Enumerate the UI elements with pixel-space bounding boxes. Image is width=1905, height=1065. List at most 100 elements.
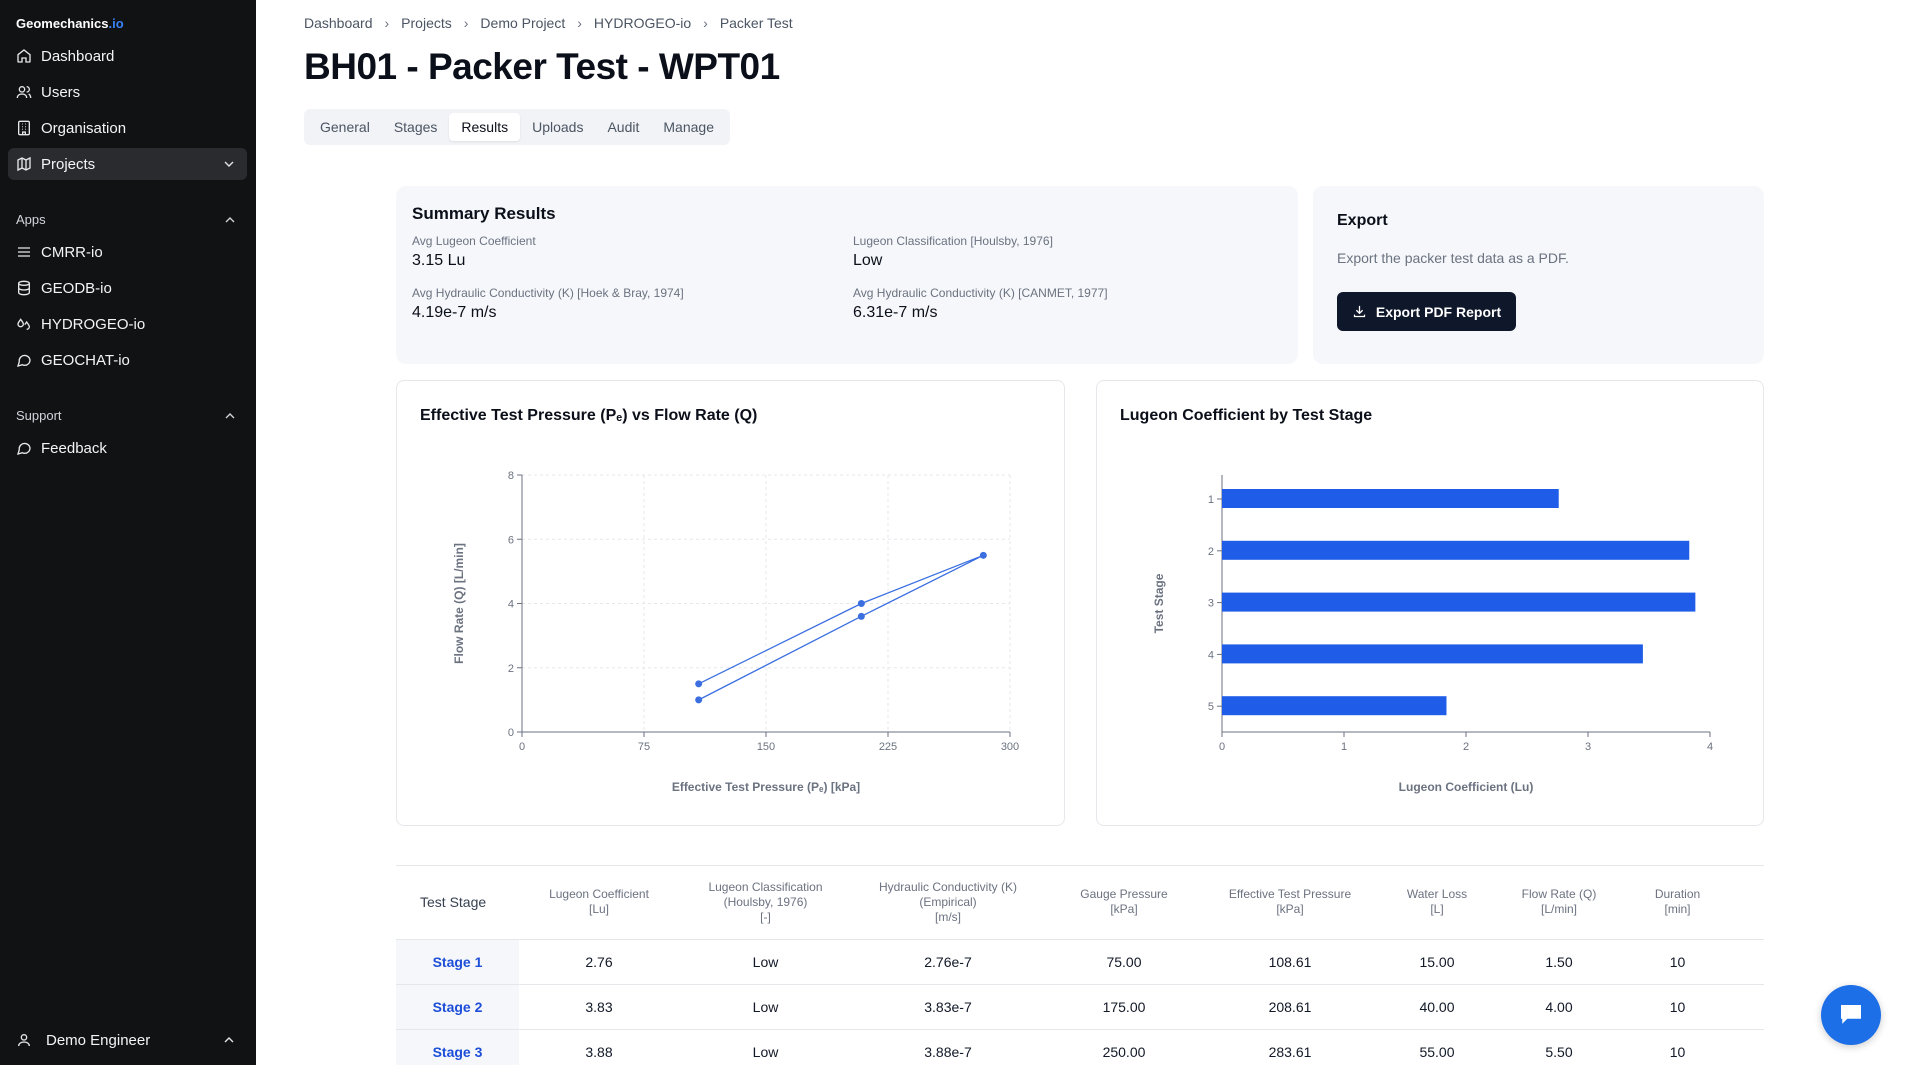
summary-card: Summary Results Avg Lugeon Coefficient 3…: [396, 186, 1298, 364]
chat-launcher-button[interactable]: [1821, 985, 1881, 1045]
export-card: Export Export the packer test data as a …: [1313, 186, 1764, 364]
tab-general[interactable]: General: [320, 119, 370, 135]
table-cell: Low: [679, 1029, 852, 1065]
breadcrumb-demo-project[interactable]: Demo Project: [480, 15, 566, 31]
y-tick-label: 0: [508, 727, 514, 739]
chat-icon: [16, 352, 32, 368]
table-header-text: Duration: [1654, 887, 1701, 902]
chevron-right-icon: ›: [703, 15, 708, 31]
chevron-up-icon[interactable]: [222, 212, 238, 228]
table-header-cell: Duration [min]: [1620, 866, 1735, 940]
export-pdf-button[interactable]: Export PDF Report: [1337, 292, 1516, 331]
tab-uploads[interactable]: Uploads: [532, 119, 584, 135]
pressure-flow-chart-card: Effective Test Pressure (Pₑ) vs Flow Rat…: [396, 380, 1065, 826]
chart-title: Lugeon Coefficient by Test Stage: [1120, 407, 1373, 424]
chevron-up-icon[interactable]: [222, 408, 238, 424]
sidebar-item-feedback[interactable]: Feedback: [8, 432, 247, 464]
table-header-text: Gauge Pressure: [1080, 887, 1168, 902]
table-header-text: Hydraulic Conductivity (K): [878, 879, 1018, 894]
breadcrumb-dashboard[interactable]: Dashboard: [304, 15, 373, 31]
x-tick-label: 75: [638, 741, 650, 753]
sidebar-item-label: HYDROGEO-io: [41, 315, 146, 333]
y-tick-label: 3: [1208, 598, 1214, 610]
stage-link[interactable]: Stage 1: [432, 953, 483, 970]
table-cell: 208.61: [1204, 984, 1376, 1030]
table-header-cell: Effective Test Pressure [kPa]: [1204, 866, 1376, 940]
bar-stage-5: [1222, 696, 1447, 716]
stage-link[interactable]: Stage 2: [432, 998, 483, 1015]
sidebar-item-dashboard[interactable]: Dashboard: [8, 40, 247, 72]
home-icon: [16, 48, 32, 64]
tab-manage[interactable]: Manage: [663, 119, 714, 135]
chart-title: Effective Test Pressure (Pₑ) vs Flow Rat…: [420, 407, 758, 424]
table-header-text: [kPa]: [1110, 902, 1138, 917]
avg-lugeon-value: 3.15 Lu: [412, 252, 466, 269]
sidebar-item-geodb[interactable]: GEODB-io: [8, 272, 247, 304]
building-icon: [16, 120, 32, 136]
breadcrumb-hydrogeo[interactable]: HYDROGEO-io: [593, 15, 692, 31]
user-name: Demo Engineer: [46, 1031, 151, 1049]
table-cell: Low: [679, 984, 852, 1030]
table-header-text: V: [1735, 895, 1764, 910]
breadcrumb-projects[interactable]: Projects: [401, 15, 452, 31]
chevron-down-icon[interactable]: [221, 156, 237, 172]
table-cell: 175.00: [1044, 984, 1204, 1030]
table-cell: 75.00: [1044, 939, 1204, 985]
stage-link[interactable]: Stage 3: [432, 1043, 483, 1060]
table-cell: 3.88: [519, 1029, 679, 1065]
brand-logo[interactable]: Geomechanics.io: [16, 16, 124, 31]
sidebar-item-projects[interactable]: Projects: [8, 148, 247, 180]
users-icon: [16, 84, 32, 100]
chevron-up-icon[interactable]: [221, 1032, 237, 1048]
sidebar-item-cmrr[interactable]: CMRR-io: [8, 236, 247, 268]
pressure-flow-chart: 0 75 150 225 300 0 2 4 6 8 Effective Test Pressure…: [452, 470, 1019, 794]
x-axis-title: Effective Test Pressure (Pₑ) [kPa]: [672, 780, 860, 794]
tab-bar: General Stages Results Uploads Audit Man…: [304, 109, 730, 145]
sidebar-item-users[interactable]: Users: [8, 76, 247, 108]
bar-stage-1: [1222, 489, 1559, 508]
table-cell: 10: [1620, 939, 1735, 985]
x-tick-label: 0: [519, 741, 525, 753]
table-header-text: [-]: [760, 909, 771, 924]
chat-bubble-icon: [1841, 1005, 1861, 1024]
table-cell: 10: [1620, 984, 1735, 1030]
table-header-cell: Lugeon Classification (Houlsby, 1976) [-]: [679, 866, 852, 940]
data-point: [695, 696, 703, 704]
table-header-text: (Houlsby, 1976): [723, 894, 808, 909]
breadcrumb: Dashboard › Projects › Demo Project › HYDRO…: [304, 15, 793, 31]
bar-stage-3: [1222, 592, 1696, 612]
sidebar-item-hydrogeo[interactable]: HYDROGEO-io: [8, 308, 247, 340]
table-header-text: Lugeon Classification: [708, 879, 823, 894]
table-header-row: Test Stage Lugeon Coefficient [Lu] Lugeon C…: [396, 866, 1764, 940]
y-tick-label: 5: [1208, 701, 1214, 713]
table-cell: 283.61: [1204, 1029, 1376, 1065]
lugeon-class-value: Low: [853, 252, 883, 269]
table-header-text: [min]: [1664, 902, 1691, 917]
user-menu[interactable]: Demo Engineer: [8, 1024, 247, 1056]
table-cell: Stage 2: [396, 984, 519, 1030]
table-header-text: [L]: [1430, 902, 1444, 917]
export-button-label: Export PDF Report: [1375, 303, 1502, 320]
tab-stages[interactable]: Stages: [393, 119, 438, 135]
brand-main-text: Geomechanics: [16, 16, 109, 31]
database-icon: [16, 280, 32, 296]
table-cell: Stage 3: [396, 1029, 519, 1065]
table-cell: 10: [1620, 1029, 1735, 1065]
table-header-cell: Flow Rate (Q) [L/min]: [1498, 866, 1620, 940]
avg-lugeon-label: Avg Lugeon Coefficient: [412, 234, 536, 248]
x-tick-label: 150: [757, 741, 775, 753]
avg-k-canmet-label: Avg Hydraulic Conductivity (K) [CANMET, …: [853, 286, 1108, 300]
sidebar-item-geochat[interactable]: GEOCHAT-io: [8, 344, 247, 376]
table-cell: 15.00: [1376, 939, 1498, 985]
table-header-text: [kPa]: [1276, 902, 1304, 917]
bar-stage-4: [1222, 644, 1643, 664]
tab-results[interactable]: Results: [449, 113, 521, 141]
sidebar-item-label: CMRR-io: [41, 243, 103, 261]
table-row: Stage 1 2.76 Low 2.76e-7 75.00 108.61 15.00 1.5…: [396, 939, 1764, 985]
tab-audit[interactable]: Audit: [607, 119, 640, 135]
export-title: Export: [1337, 212, 1388, 229]
sidebar-item-organisation[interactable]: Organisation: [8, 112, 247, 144]
table-header-text: (Empirical): [919, 894, 977, 909]
table-cell: 250.00: [1044, 1029, 1204, 1065]
user-icon: [18, 1034, 30, 1047]
